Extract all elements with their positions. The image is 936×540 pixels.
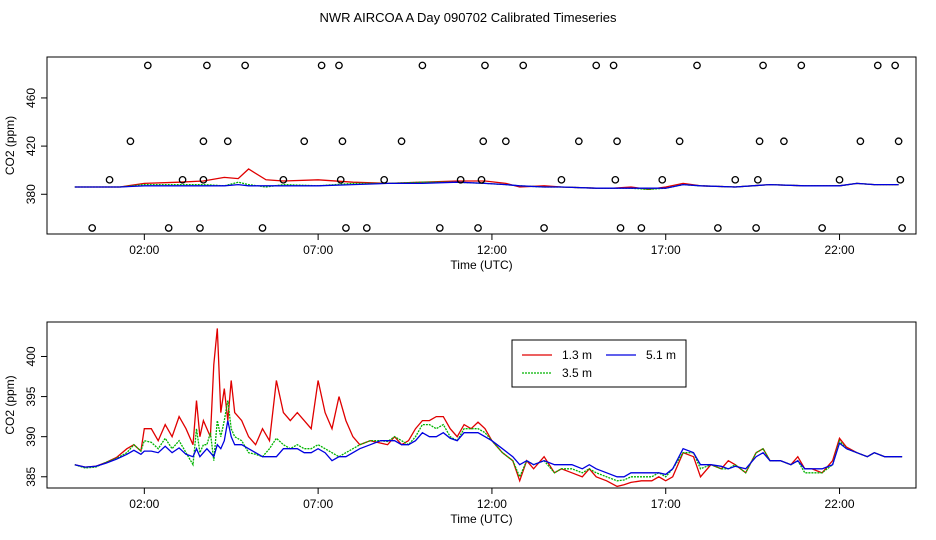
chart-top-marker-point	[714, 224, 722, 232]
chart-top-marker-point	[731, 175, 740, 184]
chart-bottom-x-tick-label: 07:00	[303, 497, 333, 511]
chart-top-marker-point	[540, 224, 548, 232]
chart-top-marker-point	[755, 137, 764, 146]
chart-top-marker-point	[477, 175, 486, 184]
chart-top-marker-point	[609, 61, 618, 70]
chart-top-marker-point	[223, 137, 232, 146]
chart-top-marker-point	[300, 137, 309, 146]
chart-top-marker-point	[199, 137, 208, 146]
chart-top-marker-point	[891, 61, 899, 70]
chart-top-x-tick-label: 02:00	[129, 243, 159, 257]
chart-top-marker-point	[241, 61, 249, 70]
chart-top-marker-point	[336, 175, 345, 184]
chart-top-marker-point	[616, 224, 625, 232]
chart-top-marker-point	[753, 175, 762, 184]
chart-top-marker-point	[479, 137, 488, 146]
chart-top-marker-point	[818, 224, 826, 232]
chart-top-marker-point	[203, 61, 211, 70]
chart-top-marker-point	[658, 175, 667, 184]
chart-top-marker-point	[611, 175, 620, 184]
page-title: NWR AIRCOA A Day 090702 Calibrated Times…	[320, 10, 617, 25]
chart-top-marker-point	[397, 137, 406, 146]
chart-bottom-y-tick-label: 395	[24, 386, 38, 406]
chart-bottom-series-5-1-m-line	[74, 420, 903, 478]
chart-top-marker-point	[752, 224, 760, 232]
chart-top-marker-point	[317, 61, 326, 70]
bottom-panel: 02:00 07:00 12:00 17:00 22:00 385 390 395 400 Tim…	[3, 321, 917, 526]
chart-top-marker-point	[557, 175, 566, 184]
chart-top-y-axis-label: CO2 (ppm)	[3, 116, 17, 175]
chart-top-marker-point	[501, 137, 510, 146]
chart-top-plot-frame	[46, 56, 917, 235]
chart-bottom-y-tick-label: 390	[24, 426, 38, 446]
chart-bottom-series-3-5-m-line	[74, 400, 903, 482]
chart-bottom-legend-label: 3.5 m	[562, 366, 592, 380]
chart-top-marker-point	[896, 175, 905, 184]
chart-top-marker-point	[105, 175, 114, 184]
chart-top-series-5-1-m-line	[74, 181, 899, 189]
chart-top-marker-point	[474, 224, 482, 232]
chart-top-x-tick-label: 22:00	[825, 243, 855, 257]
chart-top-marker-point	[894, 137, 903, 146]
chart-top-marker-point	[873, 61, 882, 70]
chart-top-marker-point	[797, 61, 806, 70]
chart-top-marker-point	[613, 137, 621, 146]
chart-top-marker-point	[279, 175, 288, 184]
chart-top-marker-point	[435, 224, 444, 232]
chart-bottom-x-tick-label: 22:00	[825, 497, 855, 511]
chart-top-marker-point	[196, 224, 204, 232]
chart-bottom-x-tick-label: 17:00	[651, 497, 681, 511]
chart-bottom-y-tick-label: 400	[24, 346, 38, 366]
chart-bottom-plot-frame	[46, 321, 917, 489]
chart-top-marker-point	[178, 175, 187, 184]
chart-bottom-series-1-3-m-line	[74, 328, 903, 488]
chart-top-marker-point	[898, 224, 906, 232]
chart-bottom-y-axis-label: CO2 (ppm)	[3, 375, 17, 434]
chart-top-marker-point	[759, 61, 767, 70]
chart-top-marker-point	[693, 61, 701, 70]
chart-bottom-x-tick-label: 02:00	[129, 497, 159, 511]
chart-top-marker-point	[164, 224, 173, 232]
chart-top-marker-point	[143, 61, 152, 70]
chart-top-x-tick-label: 07:00	[303, 243, 333, 257]
chart-top-marker-point	[342, 224, 350, 232]
chart-top-y-tick-label: 460	[24, 88, 38, 108]
chart-top-marker-point	[574, 137, 583, 146]
chart-top-marker-point	[258, 224, 267, 232]
chart-top-marker-point	[126, 137, 135, 146]
chart-top-marker-point	[637, 224, 646, 232]
chart-top-marker-point	[199, 175, 208, 184]
chart-bottom-legend-label: 5.1 m	[646, 348, 676, 362]
chart-top-marker-point	[362, 224, 371, 232]
chart-top-marker-point	[592, 61, 601, 70]
chart-top-marker-point	[88, 224, 97, 232]
chart-top-marker-point	[418, 61, 427, 70]
chart-top-marker-point	[338, 137, 347, 146]
chart-top-x-tick-label: 17:00	[651, 243, 681, 257]
chart-bottom-legend-label: 1.3 m	[562, 348, 592, 362]
chart-top-x-axis-label: Time (UTC)	[450, 258, 512, 272]
chart-bottom-x-axis-label: Time (UTC)	[450, 512, 512, 526]
chart-top-marker-point	[675, 137, 684, 146]
chart-top-marker-point	[335, 61, 343, 70]
chart-top-marker-point	[856, 137, 865, 146]
chart-top-marker-point	[780, 137, 788, 146]
chart-bottom-legend-box	[511, 339, 687, 388]
chart-bottom-plot-area	[74, 328, 903, 488]
chart-top-y-tick-label: 420	[24, 136, 38, 156]
chart-top-y-tick-label: 380	[24, 184, 38, 204]
chart-top-marker-point	[519, 61, 528, 70]
chart-top-marker-point	[380, 175, 389, 184]
chart-bottom-legend: 1.3 m 3.5 m 5.1 m	[511, 339, 687, 388]
chart-bottom-x-tick-label: 12:00	[477, 497, 507, 511]
chart-top-marker-point	[481, 61, 489, 70]
chart-top-x-tick-label: 12:00	[477, 243, 507, 257]
chart-top-plot-area	[74, 168, 899, 191]
top-panel: 02:00 07:00 12:00 17:00 22:00 380 420 460 Time (…	[3, 56, 917, 272]
chart-top-marker-point	[835, 175, 844, 184]
chart-bottom-y-tick-label: 385	[24, 466, 38, 486]
chart-top-marker-point	[456, 175, 465, 184]
